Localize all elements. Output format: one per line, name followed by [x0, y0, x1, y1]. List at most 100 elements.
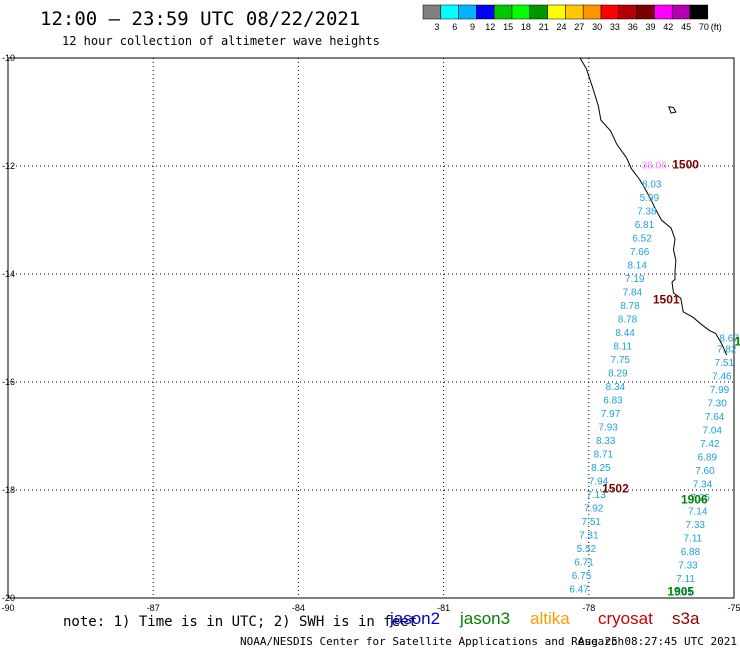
swh-value: 7.04: [702, 425, 722, 436]
pass-time-label: 1: [735, 334, 740, 348]
swh-value: 6.81: [635, 220, 655, 231]
legend-swatch: [689, 4, 709, 20]
legend-value: 24: [556, 22, 566, 32]
lon-tick-label: -81: [437, 603, 450, 613]
swh-value: 7.33: [686, 520, 706, 531]
swh-value: 5.99: [640, 193, 660, 204]
lon-tick-label: -90: [1, 603, 14, 613]
swh-value: 7.34: [693, 479, 713, 490]
legend-value: 27: [574, 22, 584, 32]
legend-unit: (ft): [711, 22, 722, 32]
swh-value: 7.33: [678, 560, 698, 571]
swh-value: 6.71: [574, 558, 594, 569]
legend-swatch: [654, 4, 673, 20]
legend-value: 21: [539, 22, 549, 32]
swh-color-legend: 3 6 9 12 15 18 21 24 27 30 33 36 39 42 45 70 (ft): [422, 4, 722, 32]
swh-value: 7.31: [579, 531, 599, 542]
swh-value: 7.60: [695, 466, 715, 477]
swh-value: 6.75: [572, 571, 592, 582]
legend-value: 39: [645, 22, 655, 32]
axis-tick-labels: -90 -87 -84 -81 -78 -75 -10 -12 -14 -16 -18 -20: [1, 53, 740, 613]
swh-value: 8.25: [591, 463, 611, 474]
map-frame: [7, 57, 735, 599]
legend-swatch: [440, 4, 459, 20]
legend-value: 70: [699, 22, 709, 32]
lat-tick-label: -18: [2, 485, 15, 495]
footer-note: note: 1) Time is in UTC; 2) SWH is in fe…: [63, 614, 417, 630]
swh-value: 8.44: [615, 328, 635, 339]
swh-value: 8.78: [618, 315, 638, 326]
swh-value: 7.93: [598, 423, 618, 434]
swh-value: 7.97: [601, 409, 621, 420]
swh-value: 7.19: [625, 274, 645, 285]
legend-swatch: [565, 4, 584, 20]
footer-credit: NOAA/NESDIS Center for Satellite Applica…: [240, 635, 624, 648]
legend-value: 15: [503, 22, 513, 32]
legend-value: 45: [681, 22, 691, 32]
legend-cryosat: cryosat: [598, 609, 653, 628]
swh-value: 7.92: [584, 504, 604, 515]
swh-value: 7.11: [683, 533, 702, 544]
swh-value: 8.78: [620, 301, 640, 312]
swh-value: 6.47: [569, 585, 589, 596]
swh-value: 7.84: [623, 288, 643, 299]
legend-swatch: [493, 4, 513, 20]
legend-value: 42: [663, 22, 673, 32]
swh-value: 7.75: [611, 355, 631, 366]
legend-altika: altika: [530, 609, 570, 628]
lat-tick-label: -10: [2, 53, 15, 63]
swh-value: 7.11: [676, 574, 695, 585]
legend-swatch: [671, 4, 691, 20]
swh-value: 7.51: [581, 517, 601, 528]
swh-value: 8.11: [613, 342, 632, 353]
swh-value: 6.89: [698, 452, 718, 463]
legend-value: 12: [485, 22, 495, 32]
swh-value: 7.42: [700, 439, 720, 450]
island-outline: [668, 106, 677, 114]
legend-swatch: [476, 4, 495, 20]
lat-tick-label: -20: [2, 593, 15, 603]
map-grid: [8, 58, 734, 598]
swh-value: 7.13: [586, 490, 606, 501]
legend-value: 30: [592, 22, 602, 32]
legend-swatch: [422, 4, 442, 20]
legend-swatch: [547, 4, 566, 20]
coastline-path: [579, 57, 728, 356]
swh-value: 7.30: [707, 398, 727, 409]
swh-value: 7.64: [705, 412, 725, 423]
swh-value: 8.03: [642, 180, 662, 191]
legend-jason3: jason3: [459, 609, 510, 628]
legend-value: 33: [610, 22, 620, 32]
swh-value: 8.67: [719, 334, 739, 345]
swh-value: 7.66: [630, 247, 650, 258]
swh-value: 7.82: [717, 344, 737, 355]
footer-timestamp: Aug 25 08:27:45 UTC 2021: [578, 635, 737, 648]
swh-value: 7.51: [715, 358, 735, 369]
lon-tick-label: -84: [292, 603, 305, 613]
pass-time-label: 1500: [672, 158, 699, 172]
swh-value: 6.52: [632, 234, 652, 245]
swh-value: 8.33: [596, 436, 616, 447]
lon-tick-label: -75: [727, 603, 740, 613]
legend-value: 6: [452, 22, 457, 32]
pass-time-label: 1906: [681, 493, 708, 507]
lat-tick-label: -16: [2, 377, 15, 387]
legend-swatch: [618, 4, 637, 20]
swh-value: 38.06: [642, 161, 667, 172]
swh-value: 8.14: [627, 261, 647, 272]
legend-jason2: jason2: [389, 609, 440, 628]
swh-tracks: 38.06 8.03 5.99 7.38 6.81 6.52 7.66 8.14 7.19 7.8…: [569, 158, 740, 599]
legend-swatch: [636, 4, 655, 20]
lon-tick-label: -87: [147, 603, 160, 613]
map-border: [7, 57, 735, 599]
swh-value: 7.25: [690, 493, 710, 504]
swh-value: 7.99: [710, 385, 730, 396]
lat-tick-label: -14: [2, 269, 15, 279]
coastline: [579, 57, 728, 356]
legend-swatch: [458, 4, 477, 20]
legend-swatch: [529, 4, 548, 20]
legend-value: 9: [470, 22, 475, 32]
swh-value: 7.94: [589, 477, 609, 488]
legend-value: 36: [628, 22, 638, 32]
